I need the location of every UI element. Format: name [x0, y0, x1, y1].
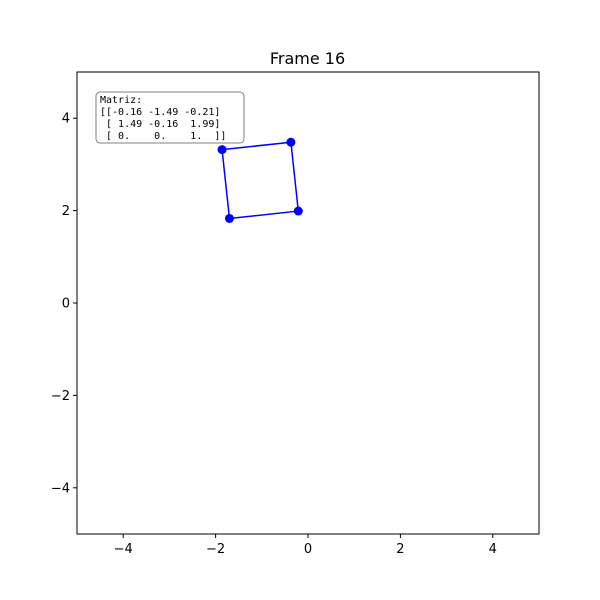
x-tick-label: 2 [396, 542, 404, 557]
annotation-line-2: [[-0.16 -1.49 -0.21] [100, 107, 220, 118]
y-tick-label: 2 [62, 204, 70, 219]
y-axis: −4 −2 0 2 4 [51, 112, 77, 496]
x-tick-label: −4 [114, 542, 133, 557]
series-layer [217, 137, 303, 223]
x-tick-label: 0 [304, 542, 312, 557]
data-point [217, 145, 227, 155]
y-tick-label: 0 [62, 297, 70, 312]
plot-area [77, 72, 539, 534]
y-tick-label: 4 [62, 112, 70, 127]
y-tick-label: −2 [51, 389, 70, 404]
annotation-line-3: [ 1.49 -0.16 1.99] [100, 119, 220, 130]
x-axis: −4 −2 0 2 4 [114, 534, 497, 557]
data-point [224, 213, 234, 223]
x-tick-label: −2 [206, 542, 225, 557]
data-point [286, 137, 296, 147]
data-point [293, 206, 303, 216]
y-tick-label: −4 [51, 481, 70, 496]
chart-title: Frame 16 [270, 49, 345, 68]
annotation-line-1: Matriz: [100, 95, 142, 106]
matrix-annotation: Matriz: [[-0.16 -1.49 -0.21] [ 1.49 -0.1… [95, 91, 245, 144]
x-tick-label: 4 [489, 542, 497, 557]
annotation-line-4: [ 0. 0. 1. ]] [100, 131, 226, 142]
annotation-box [95, 91, 245, 144]
plot-frame [76, 71, 540, 535]
